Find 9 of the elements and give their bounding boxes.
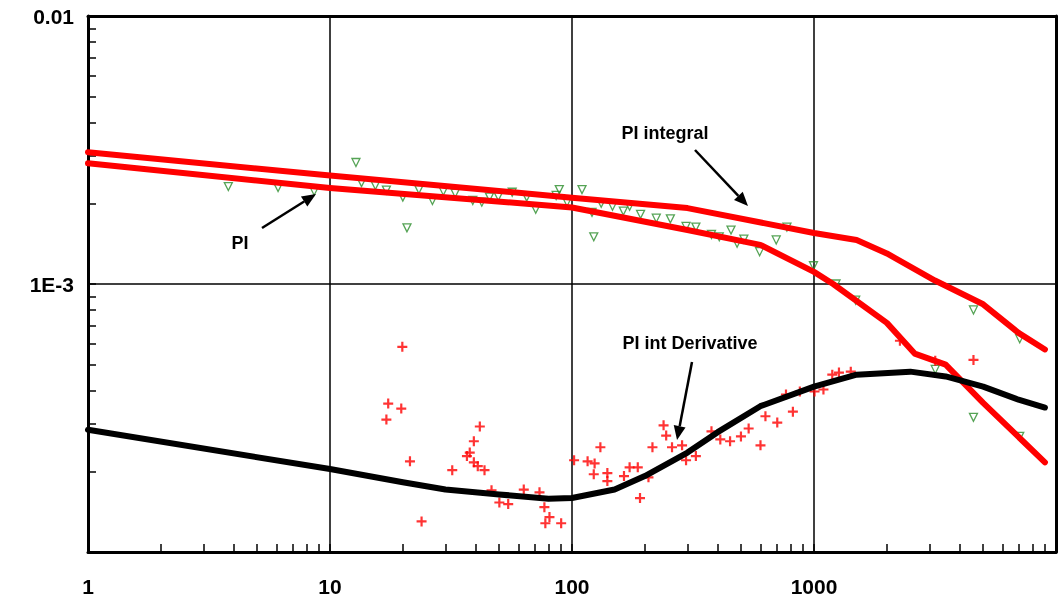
x-tick-label: 100 [554,575,590,598]
y-tick-label: 0.01 [33,4,75,28]
x-tick-label: 10 [318,575,342,598]
annotation: PI [231,233,249,253]
annotation: PI int Derivative [622,333,758,353]
annotation: PI integral [621,123,709,143]
x-tick-label: 1 [82,575,95,598]
x-tick-label: 1000 [790,575,838,598]
y-tick-label: 1E-3 [29,272,74,296]
